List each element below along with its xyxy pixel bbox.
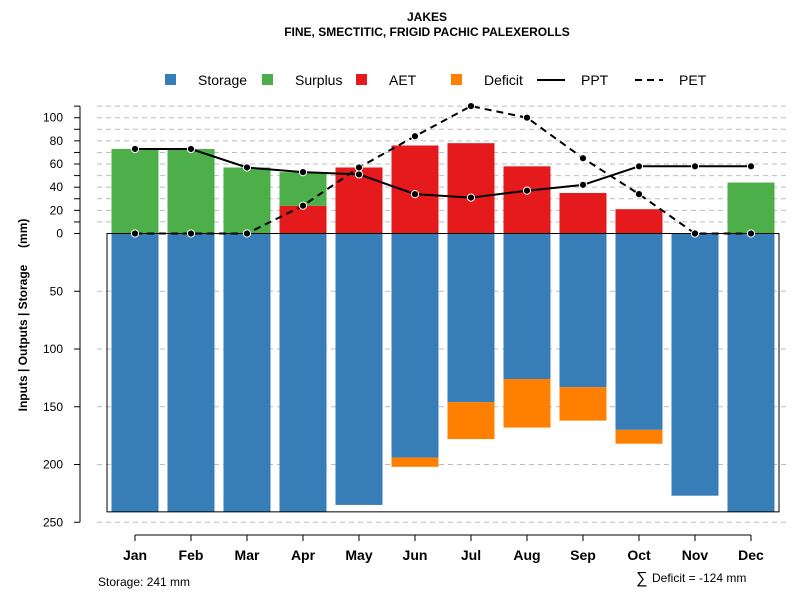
point-ppt-dec xyxy=(746,162,756,171)
bar-aet-oct xyxy=(615,209,663,234)
legend: Storage Surplus AET Deficit PPT PET xyxy=(165,72,707,88)
point-pet-jan xyxy=(130,229,140,238)
x-tick-label-jun: Jun xyxy=(403,547,428,563)
bar-storage-jul xyxy=(447,233,495,403)
bar-storage-mar xyxy=(223,233,271,512)
y-tick-label: 200 xyxy=(43,458,63,472)
bar-storage-nov xyxy=(671,233,719,496)
x-tick-label-apr: Apr xyxy=(291,547,316,563)
storage-note: Storage: 241 mm xyxy=(98,575,190,589)
bar-aet-jun xyxy=(391,145,439,234)
y-tick-label: 80 xyxy=(50,134,64,148)
point-ppt-nov xyxy=(690,162,700,171)
bar-storage-dec xyxy=(727,233,775,512)
bar-storage-aug xyxy=(503,233,551,380)
point-ppt-apr xyxy=(298,168,308,177)
bar-aet-apr xyxy=(279,205,327,234)
legend-swatch-surplus xyxy=(262,74,273,85)
point-pet-jun xyxy=(410,132,420,141)
point-ppt-jan xyxy=(130,144,140,154)
line-pet xyxy=(135,105,751,235)
x-tick-label-sep: Sep xyxy=(570,547,596,563)
chart-title: JAKES xyxy=(407,10,447,24)
bar-storage-jan xyxy=(111,233,159,512)
point-pet-mar xyxy=(242,229,252,238)
bar-surplus-jan xyxy=(111,148,159,234)
x-tick-label-jul: Jul xyxy=(461,547,481,563)
bar-deficit-sep xyxy=(559,387,607,421)
y-tick-label: 20 xyxy=(50,203,64,217)
point-ppt-mar xyxy=(242,163,252,172)
legend-label-deficit: Deficit xyxy=(484,72,523,88)
line-ppt xyxy=(135,148,751,199)
point-pet-aug xyxy=(522,113,532,122)
chart-subtitle: FINE, SMECTITIC, FRIGID PACHIC PALEXEROL… xyxy=(284,25,570,39)
y-tick-label: 60 xyxy=(50,157,64,171)
series-lines xyxy=(130,102,756,238)
bar-deficit-jul xyxy=(447,402,495,440)
bar-aet-aug xyxy=(503,166,551,234)
bar-storage-oct xyxy=(615,233,663,430)
x-tick-label-feb: Feb xyxy=(179,547,204,563)
deficit-note: Deficit = -124 mm xyxy=(652,571,746,585)
legend-label-pet: PET xyxy=(679,72,707,88)
bar-surplus-feb xyxy=(167,148,215,234)
bar-storage-may xyxy=(335,233,383,505)
point-ppt-may xyxy=(354,170,364,179)
point-pet-jul xyxy=(466,102,476,111)
legend-label-ppt: PPT xyxy=(581,72,609,88)
bars xyxy=(106,143,780,513)
legend-swatch-storage xyxy=(165,74,176,85)
bar-surplus-apr xyxy=(279,172,327,206)
x-tick-label-jan: Jan xyxy=(123,547,147,563)
sum-symbol: ∑ xyxy=(636,570,647,587)
y-tick-label: 100 xyxy=(43,111,63,125)
bar-deficit-oct xyxy=(615,429,663,444)
point-pet-sep xyxy=(578,154,588,163)
point-pet-apr xyxy=(298,201,308,210)
y-tick-label: 50 xyxy=(50,284,64,298)
bar-storage-jun xyxy=(391,233,439,458)
point-pet-nov xyxy=(690,229,700,238)
point-pet-oct xyxy=(634,190,644,199)
bar-deficit-jun xyxy=(391,457,439,467)
point-ppt-jun xyxy=(410,190,420,199)
legend-swatch-deficit xyxy=(451,74,462,85)
x-tick-label-oct: Oct xyxy=(627,547,651,563)
bar-storage-apr xyxy=(279,233,327,512)
y-tick-label: 0 xyxy=(56,227,63,241)
x-tick-label-may: May xyxy=(345,547,372,563)
axes: 0 20 40 60 80 100 50 100 150 200 250 Jan Feb Mar Apr Ma… xyxy=(43,105,764,563)
legend-label-surplus: Surplus xyxy=(295,72,342,88)
x-tick-label-nov: Nov xyxy=(682,547,709,563)
legend-label-aet: AET xyxy=(389,72,417,88)
legend-swatch-aet xyxy=(356,74,367,85)
point-pet-feb xyxy=(186,229,196,238)
point-ppt-oct xyxy=(634,162,644,171)
bar-deficit-aug xyxy=(503,379,551,428)
point-pet-dec xyxy=(746,229,756,238)
point-ppt-jul xyxy=(466,193,476,202)
bar-surplus-mar xyxy=(223,167,271,234)
x-tick-label-aug: Aug xyxy=(513,547,540,563)
point-ppt-aug xyxy=(522,186,532,195)
bar-storage-feb xyxy=(167,233,215,512)
legend-label-storage: Storage xyxy=(198,72,247,88)
point-ppt-sep xyxy=(578,180,588,189)
x-tick-label-dec: Dec xyxy=(738,547,764,563)
y-tick-label: 150 xyxy=(43,400,63,414)
y-tick-label: 100 xyxy=(43,342,63,356)
y-axis-label: Inputs | Outputs | Storage (mm) xyxy=(16,219,30,412)
bar-aet-sep xyxy=(559,192,607,234)
y-tick-label: 40 xyxy=(50,180,64,194)
bar-surplus-dec xyxy=(727,182,775,234)
y-tick-label: 250 xyxy=(43,515,63,529)
bar-storage-sep xyxy=(559,233,607,388)
x-tick-label-mar: Mar xyxy=(235,547,260,563)
point-ppt-feb xyxy=(186,144,196,154)
bar-aet-jul xyxy=(447,143,495,234)
point-pet-may xyxy=(354,163,364,172)
